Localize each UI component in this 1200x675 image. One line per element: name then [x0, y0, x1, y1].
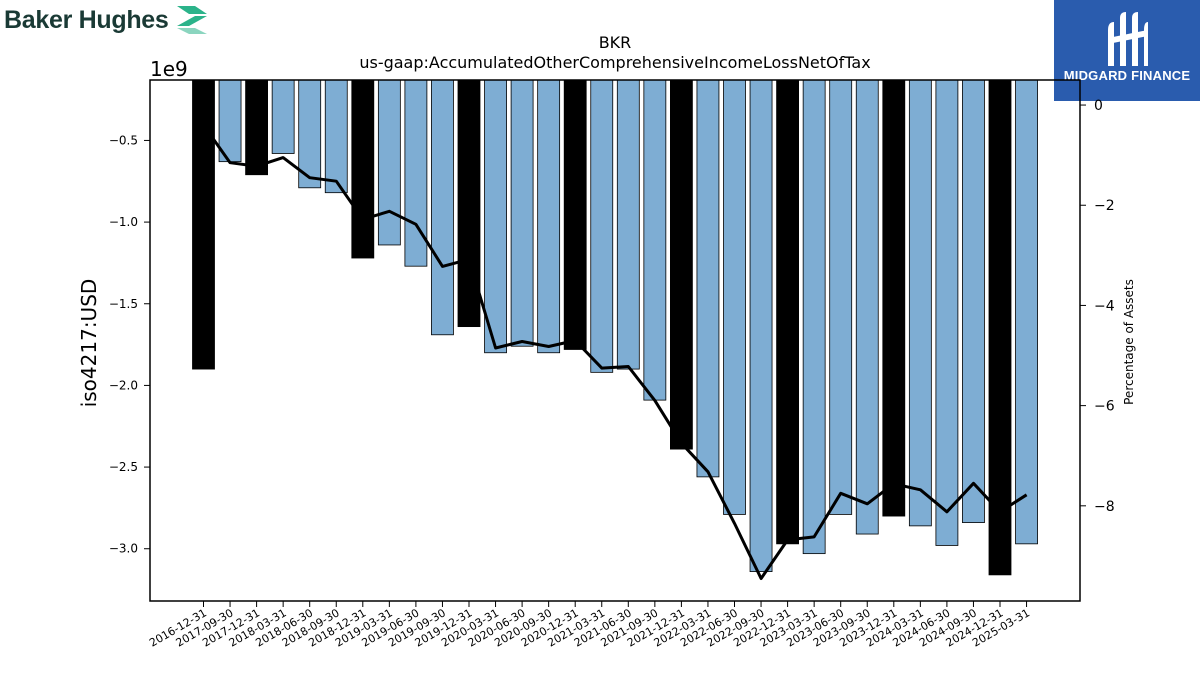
bar-2022-12-31 — [776, 79, 799, 545]
baker-hughes-logo: Baker Hughes — [4, 4, 209, 36]
bar-2017-12-31 — [245, 79, 269, 176]
bar-2025-03-31 — [1015, 79, 1038, 545]
y2-tick-label: −2 — [1094, 198, 1115, 214]
y-axis-ticks: −0.5 −1.0 −1.5 −2.0 −2.5 −3.0 — [109, 133, 150, 556]
bar-2018-12-31 — [351, 79, 375, 259]
bar-2021-12-31 — [670, 79, 693, 450]
bar-2018-09-30 — [324, 79, 348, 194]
y-tick-label: −2.5 — [109, 460, 138, 474]
baker-hughes-logo-text: Baker Hughes — [4, 5, 169, 34]
bar-2022-06-30 — [723, 79, 746, 515]
bar-2020-03-31 — [484, 79, 507, 354]
bar-2023-12-31 — [882, 79, 906, 517]
midgard-emblem-icon — [1108, 12, 1148, 66]
plot-frame — [149, 79, 1081, 602]
y2-axis-label: Percentage of Assets — [1122, 279, 1136, 405]
bar-2023-06-30 — [829, 79, 853, 515]
chart-title: BKR — [599, 33, 632, 52]
chart-subtitle: us-gaap:AccumulatedOtherComprehensiveInc… — [359, 53, 870, 72]
bar-series — [192, 79, 1038, 576]
y2-axis-ticks: 0 −2 −4 −6 −8 — [1080, 98, 1115, 515]
x-axis-ticks: 2016-12-312017-09-302017-12-312018-03-31… — [147, 601, 1032, 650]
y2-tick-label: −6 — [1094, 399, 1115, 415]
y-tick-label: −3.0 — [109, 542, 138, 556]
y-tick-label: −1.5 — [109, 297, 138, 311]
y2-tick-label: −8 — [1094, 499, 1115, 515]
midgard-finance-logo-text: MIDGARD FINANCE — [1063, 68, 1191, 83]
bar-2019-09-30 — [431, 79, 454, 336]
y-tick-label: −2.0 — [109, 378, 138, 392]
y-tick-label: −1.0 — [109, 215, 138, 229]
bar-2018-03-31 — [271, 79, 295, 154]
y-axis-label: iso4217:USD — [77, 279, 101, 408]
y-axis-offset-label: 1e9 — [150, 57, 188, 81]
bar-2020-12-31 — [563, 79, 587, 350]
bar-2024-09-30 — [962, 79, 985, 524]
bar-2022-03-31 — [696, 79, 720, 478]
y-tick-label: −0.5 — [109, 133, 138, 147]
bar-2024-03-31 — [908, 79, 932, 527]
percentage-of-assets-line — [202, 124, 1028, 580]
midgard-finance-logo: MIDGARD FINANCE — [1054, 0, 1200, 101]
baker-hughes-chevron-icon — [176, 6, 207, 34]
bar-2020-09-30 — [537, 79, 561, 354]
bar-2021-03-31 — [590, 79, 614, 373]
bar-2021-09-30 — [643, 79, 667, 401]
bar-2022-09-30 — [749, 79, 773, 573]
y2-tick-label: 0 — [1094, 98, 1103, 114]
bar-2023-03-31 — [802, 79, 826, 555]
bar-2024-06-30 — [935, 79, 959, 546]
bar-2020-06-30 — [510, 79, 534, 347]
bar-2021-06-30 — [616, 79, 640, 370]
bar-2019-03-31 — [377, 79, 401, 246]
bar-2016-12-31 — [192, 79, 215, 370]
bar-2024-12-31 — [988, 79, 1012, 576]
y2-tick-label: −4 — [1094, 298, 1115, 314]
bar-2023-09-30 — [855, 79, 879, 535]
